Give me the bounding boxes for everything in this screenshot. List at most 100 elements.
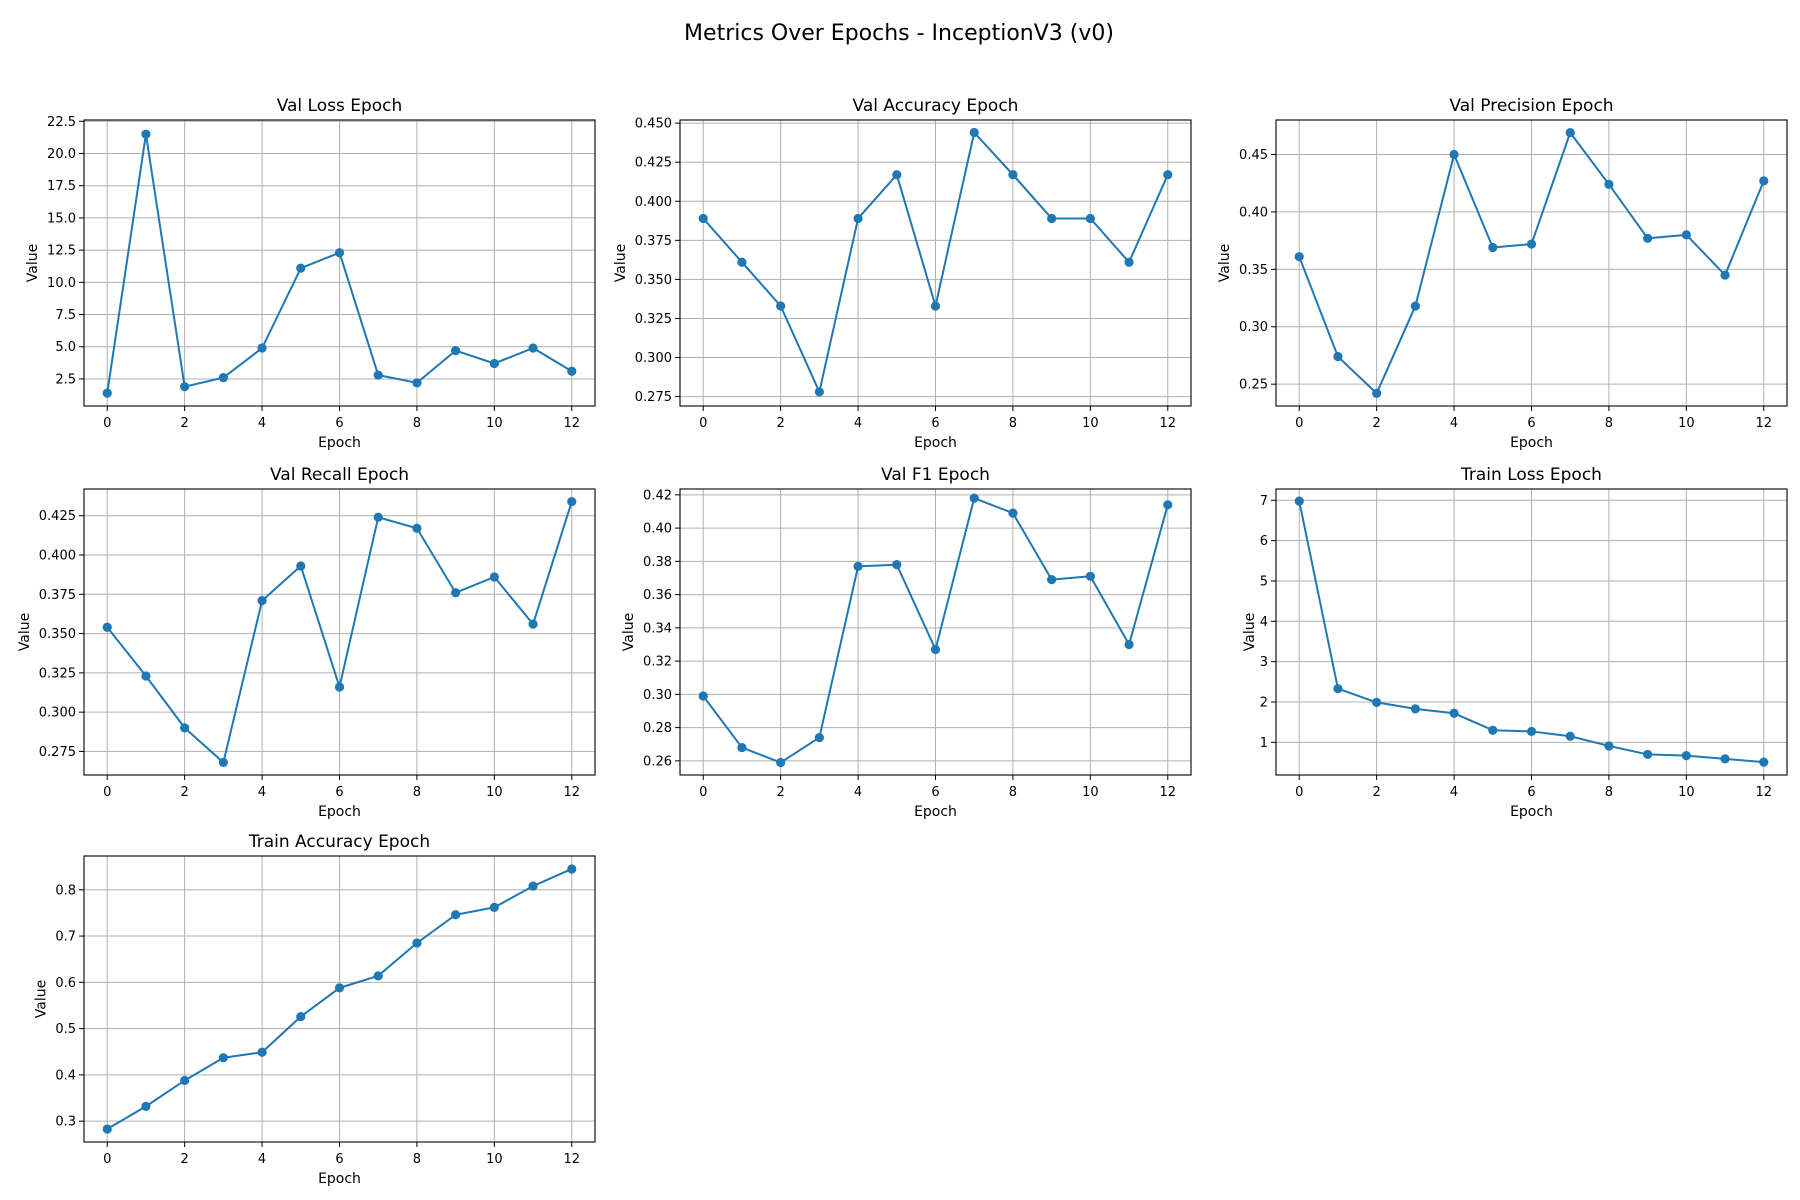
data-point bbox=[969, 493, 979, 503]
data-point bbox=[141, 1101, 151, 1111]
data-point bbox=[334, 248, 345, 258]
x-tick-label: 8 bbox=[1009, 416, 1017, 431]
data-point bbox=[814, 732, 824, 743]
data-point bbox=[1720, 270, 1730, 280]
x-axis-label: Epoch bbox=[318, 804, 361, 820]
x-tick-label: 12 bbox=[563, 1152, 580, 1167]
y-tick-label: 2.5 bbox=[55, 372, 76, 387]
data-point bbox=[567, 366, 577, 376]
subplot-title: Train Loss Epoch bbox=[1460, 465, 1602, 485]
x-tick-label: 4 bbox=[258, 1152, 266, 1167]
y-tick-label: 3 bbox=[1260, 655, 1268, 670]
data-point bbox=[1333, 684, 1343, 694]
data-point bbox=[102, 1124, 112, 1134]
data-point bbox=[528, 343, 538, 353]
data-point bbox=[218, 373, 228, 383]
data-point bbox=[1565, 731, 1575, 741]
data-point bbox=[1372, 697, 1382, 707]
x-tick-label: 8 bbox=[413, 1152, 421, 1167]
data-point bbox=[180, 723, 190, 733]
x-tick-label: 0 bbox=[1295, 416, 1303, 431]
data-point bbox=[141, 671, 151, 681]
x-tick-label: 4 bbox=[854, 416, 862, 431]
data-point bbox=[412, 378, 422, 388]
y-tick-label: 4 bbox=[1260, 615, 1268, 630]
y-axis-label: Value bbox=[17, 613, 33, 651]
subplot-title: Val Recall Epoch bbox=[270, 465, 409, 485]
x-tick-label: 8 bbox=[413, 785, 421, 800]
x-tick-label: 2 bbox=[1373, 416, 1381, 431]
y-tick-label: 22.5 bbox=[47, 115, 76, 130]
x-tick-label: 4 bbox=[258, 416, 266, 431]
data-point bbox=[1526, 239, 1537, 249]
data-point bbox=[1449, 149, 1459, 160]
data-point bbox=[451, 588, 461, 598]
y-tick-label: 20.0 bbox=[47, 147, 76, 162]
y-tick-label: 0.400 bbox=[635, 195, 672, 210]
y-tick-label: 12.5 bbox=[47, 244, 76, 259]
x-tick-label: 0 bbox=[103, 785, 111, 800]
data-point bbox=[296, 561, 306, 571]
y-axis-label: Value bbox=[33, 980, 49, 1018]
data-point bbox=[737, 257, 747, 267]
data-point bbox=[412, 938, 422, 948]
x-axis-label: Epoch bbox=[318, 435, 361, 451]
x-tick-label: 2 bbox=[1373, 785, 1381, 800]
y-tick-label: 0.38 bbox=[643, 555, 672, 570]
x-tick-label: 10 bbox=[1082, 416, 1099, 431]
data-point bbox=[1124, 639, 1134, 650]
data-point bbox=[1488, 725, 1498, 735]
data-point bbox=[334, 983, 345, 993]
data-point bbox=[1643, 749, 1653, 760]
data-point bbox=[969, 127, 979, 138]
data-point bbox=[257, 343, 267, 353]
data-point bbox=[257, 595, 267, 606]
subplot-2: 0 2 4 6 8 10 12 0.25 0.30 0.35 0.40 0.45 Val Precisi… bbox=[1217, 96, 1788, 451]
x-tick-label: 6 bbox=[335, 1152, 343, 1167]
subplot-0: 0 2 4 6 8 10 12 2.5 5.0 7.5 10.0 12.5 15.0 17.5 20.0 22… bbox=[25, 96, 596, 451]
data-point bbox=[373, 370, 383, 380]
y-tick-label: 0.35 bbox=[1239, 263, 1268, 278]
data-point bbox=[1410, 301, 1420, 311]
data-point bbox=[180, 1075, 190, 1086]
y-tick-label: 5.0 bbox=[55, 340, 76, 355]
y-axis-label: Value bbox=[621, 613, 637, 651]
x-tick-label: 4 bbox=[258, 785, 266, 800]
x-tick-label: 6 bbox=[1527, 785, 1535, 800]
data-point bbox=[1759, 176, 1769, 186]
x-tick-label: 12 bbox=[1159, 785, 1176, 800]
y-tick-label: 0.30 bbox=[1239, 320, 1268, 335]
data-point bbox=[334, 682, 345, 692]
data-point bbox=[567, 864, 577, 874]
data-point bbox=[412, 523, 422, 533]
data-point bbox=[814, 387, 824, 397]
x-axis-label: Epoch bbox=[318, 1171, 361, 1187]
subplot-title: Train Accuracy Epoch bbox=[248, 832, 430, 852]
y-tick-label: 0.375 bbox=[39, 588, 76, 603]
data-point bbox=[296, 1011, 306, 1022]
x-tick-label: 6 bbox=[335, 416, 343, 431]
y-tick-label: 0.36 bbox=[643, 588, 672, 603]
y-tick-label: 15.0 bbox=[47, 211, 76, 226]
y-tick-label: 0.7 bbox=[55, 930, 76, 945]
x-tick-label: 6 bbox=[1527, 416, 1535, 431]
x-tick-label: 2 bbox=[181, 785, 189, 800]
y-tick-label: 0.6 bbox=[55, 976, 76, 991]
y-tick-label: 0.275 bbox=[635, 390, 672, 405]
y-axis-label: Value bbox=[1242, 613, 1258, 651]
data-point bbox=[776, 757, 786, 768]
data-point bbox=[102, 388, 112, 398]
subplot-title: Val Accuracy Epoch bbox=[853, 96, 1019, 116]
subplot-grid: 0 2 4 6 8 10 122.55.07.510.012.515.017.520.022… bbox=[17, 96, 1788, 1187]
x-tick-label: 8 bbox=[1605, 785, 1613, 800]
x-tick-label: 12 bbox=[563, 785, 580, 800]
data-point bbox=[1008, 170, 1018, 180]
y-tick-label: 0.5 bbox=[55, 1022, 76, 1037]
y-tick-label: 0.40 bbox=[643, 522, 672, 537]
x-tick-label: 6 bbox=[931, 785, 939, 800]
data-point bbox=[567, 496, 577, 507]
data-point bbox=[296, 263, 306, 273]
subplot-1: 0 2 4 6 8 10 12 0.275 0.300 0.325 0.350 0.375 0.400 0… bbox=[613, 96, 1192, 451]
